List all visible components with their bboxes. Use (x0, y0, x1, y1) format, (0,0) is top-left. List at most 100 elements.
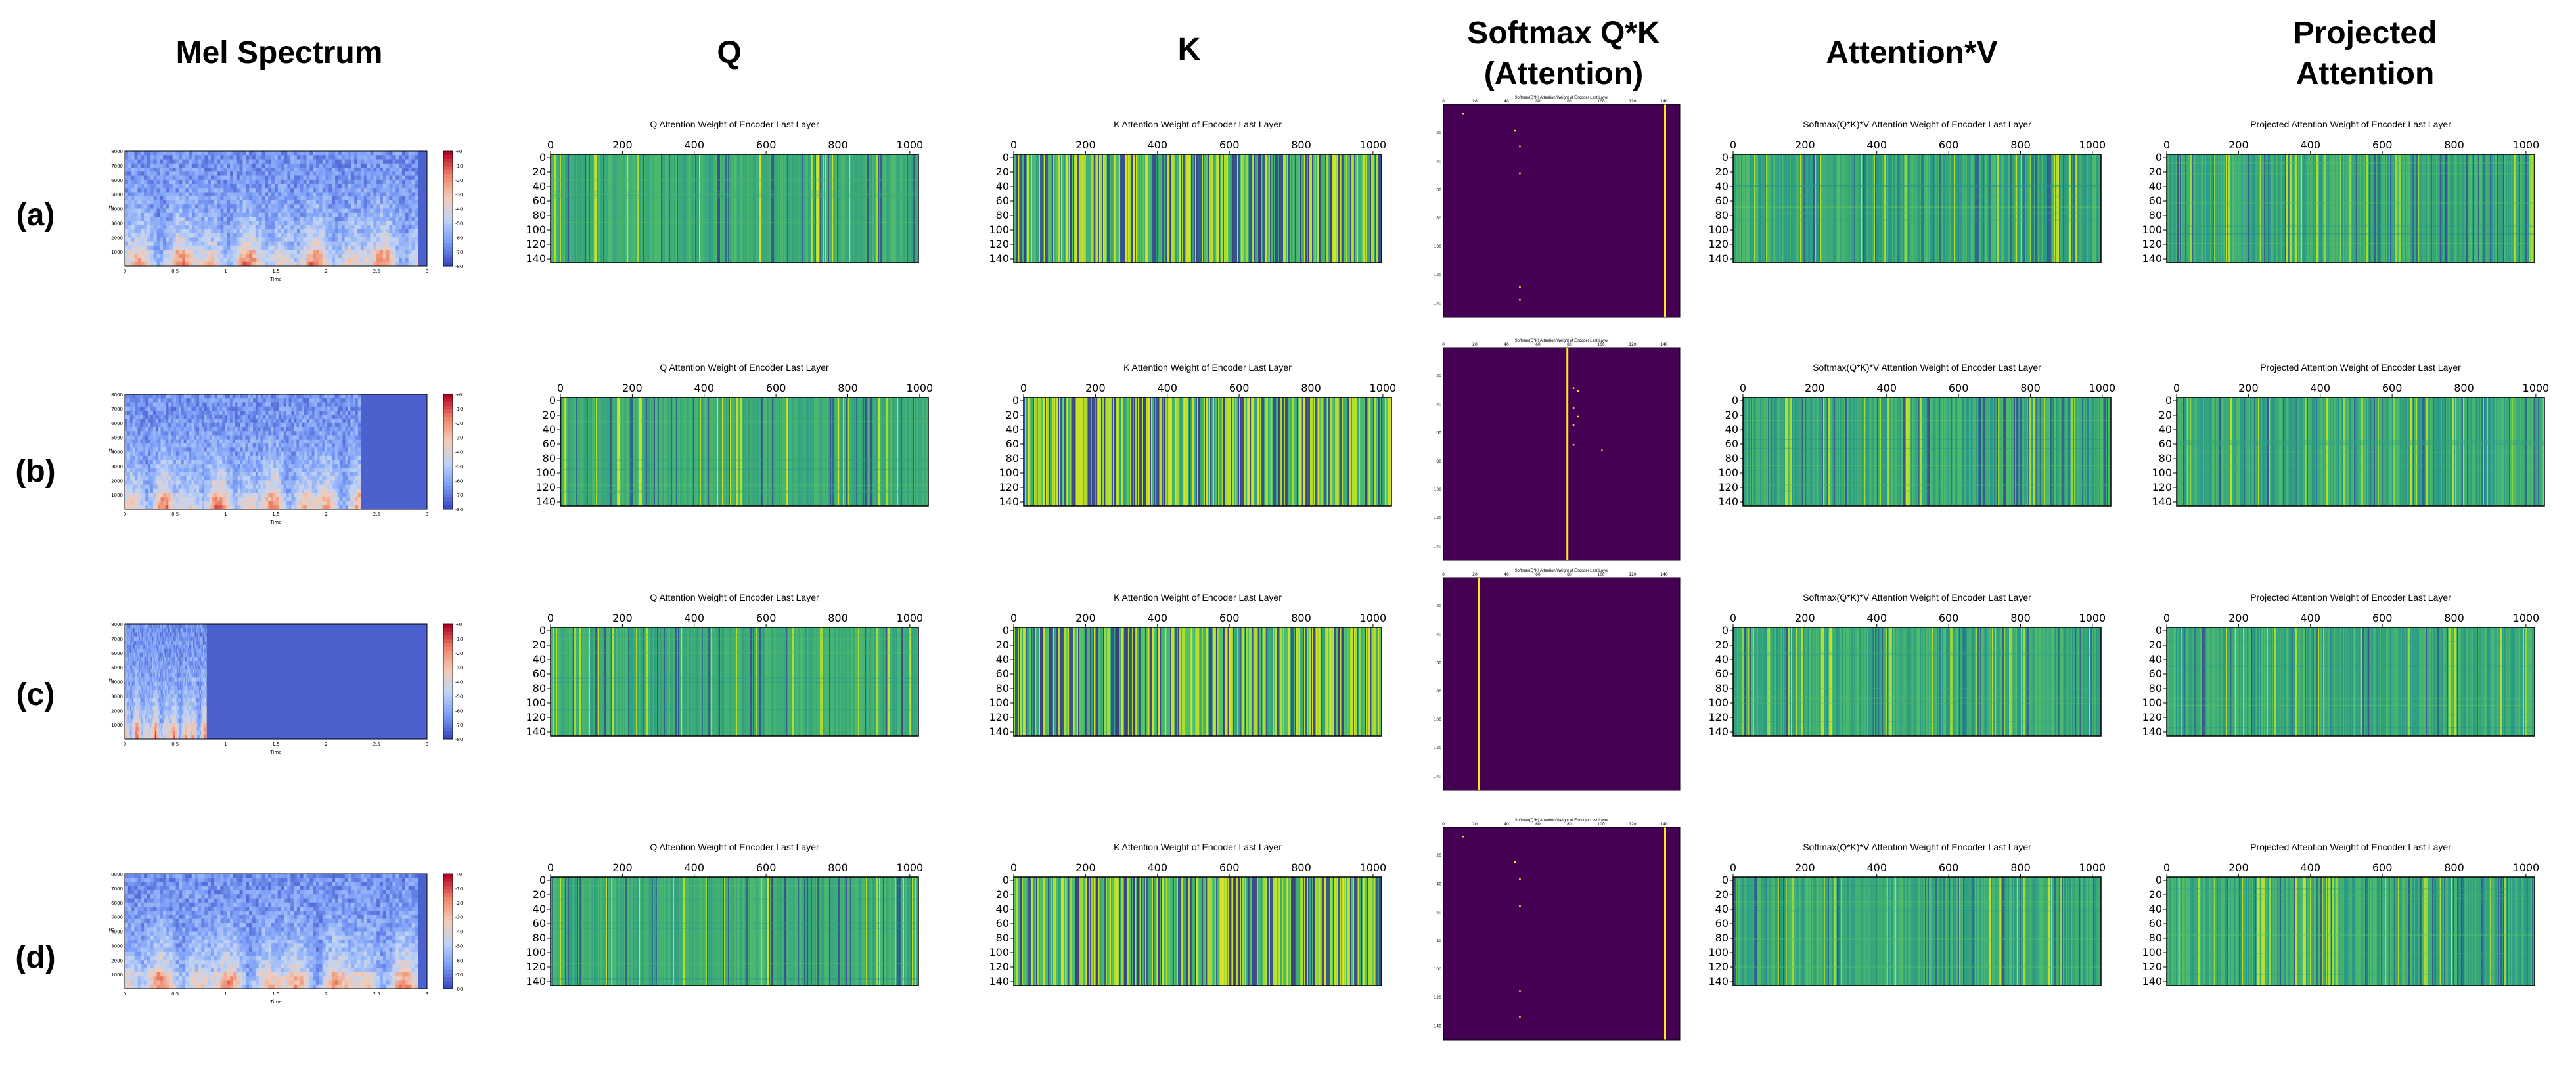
mel-cell (204, 175, 208, 181)
mel-cell (189, 443, 192, 448)
mel-cell (169, 151, 173, 156)
heatmap-stripe (572, 154, 574, 263)
mel-cell (230, 250, 234, 254)
mel-cell (199, 447, 202, 452)
mel-cell (252, 221, 256, 225)
heatmap-row-band (2167, 173, 2535, 175)
heatmap-stripe (811, 154, 813, 263)
heatmap-stripe (1128, 154, 1130, 263)
mel-cell (309, 159, 313, 164)
mel-cell (210, 159, 215, 164)
heatmap-stripe (703, 154, 705, 263)
mel-cell (313, 196, 317, 201)
mel-cell (411, 184, 415, 189)
heatmap-stripe (1876, 154, 1878, 263)
mel-cell (300, 155, 304, 160)
mel-cell (332, 171, 336, 176)
mel-cell (189, 501, 192, 506)
mel-cell (351, 200, 355, 205)
mel-cell (208, 221, 212, 225)
mel-cell (281, 200, 284, 205)
heatmap-stripe (2274, 154, 2276, 263)
heatmap-stripe (2273, 154, 2275, 263)
mel-cell (127, 476, 131, 481)
heatmap-stripe (1110, 154, 1112, 263)
colorbar-segment (443, 204, 453, 209)
mel-cell (319, 168, 323, 172)
mel-cell (166, 394, 169, 399)
mel-cell (137, 229, 141, 234)
mel-cell (206, 431, 210, 436)
mel-cell (376, 155, 380, 160)
heatmap-stripe (1104, 154, 1106, 263)
colorbar-segment (443, 243, 453, 248)
mel-cell (196, 460, 200, 465)
mel-cell (127, 447, 131, 452)
heatmap-stripe (2504, 154, 2506, 263)
mel-cell (135, 427, 138, 432)
mel-cell (166, 493, 169, 497)
mel-cell (125, 196, 129, 201)
mel-cell (294, 237, 298, 242)
mel-cell (236, 241, 240, 246)
heatmap-stripe (1273, 154, 1275, 263)
mel-cell (198, 254, 202, 258)
mel-cell (319, 250, 323, 254)
mel-cell (386, 229, 390, 234)
mel-cell (380, 184, 384, 189)
mel-cell (380, 155, 384, 160)
mel-cell (132, 468, 136, 473)
heatmap-stripe (1872, 154, 1874, 263)
mel-cell (296, 175, 301, 181)
mel-cell (354, 204, 358, 209)
panel-title: K Attention Weight of Encoder Last Layer (1114, 119, 1282, 129)
mel-cell (143, 451, 146, 457)
heatmap-stripe (2026, 154, 2028, 263)
mel-cell (328, 151, 332, 156)
mel-cell (239, 258, 243, 263)
mel-cell (201, 151, 205, 156)
mel-cell (220, 192, 224, 197)
mel-cell (261, 229, 265, 234)
heatmap-stripe (1252, 154, 1254, 263)
mel-cell (125, 468, 128, 473)
mel-cell (125, 476, 128, 481)
mel-cell (367, 179, 371, 185)
mel-cell (191, 200, 196, 205)
mel-cell (395, 188, 399, 193)
heatmap-stripe (1294, 154, 1296, 263)
mel-cell (185, 171, 189, 176)
mel-cell (155, 484, 159, 489)
mel-cell (160, 472, 164, 477)
heatmap-stripe (829, 154, 831, 263)
heatmap-stripe (2524, 154, 2526, 263)
mel-cell (367, 151, 371, 156)
mel-cell (306, 188, 310, 193)
heatmap-stripe (1093, 154, 1095, 263)
mel-cell (230, 200, 234, 205)
mel-cell (183, 398, 187, 403)
mel-cell (166, 184, 170, 189)
heatmap-stripe (2357, 154, 2359, 263)
mel-cell (411, 229, 415, 234)
mel-cell (214, 431, 217, 436)
heatmap-stripe (1981, 154, 1983, 263)
attention-point (1514, 129, 1516, 132)
mel-cell (223, 258, 227, 263)
heatmap-stripe (1891, 154, 1893, 263)
mel-cell (204, 427, 208, 432)
mel-cell (281, 159, 284, 164)
mel-cell (415, 171, 418, 176)
heatmap-stripe (2485, 154, 2487, 263)
heatmap-stripe (2410, 154, 2412, 263)
mel-cell (148, 447, 151, 452)
heatmap-stripe (2387, 154, 2389, 263)
mel-cell (223, 179, 227, 185)
mel-cell (198, 163, 202, 168)
mel-cell (258, 163, 263, 168)
mel-cell (306, 151, 310, 156)
mel-cell (125, 402, 128, 407)
heatmap-stripe (1177, 154, 1179, 263)
mel-cell (127, 212, 132, 217)
